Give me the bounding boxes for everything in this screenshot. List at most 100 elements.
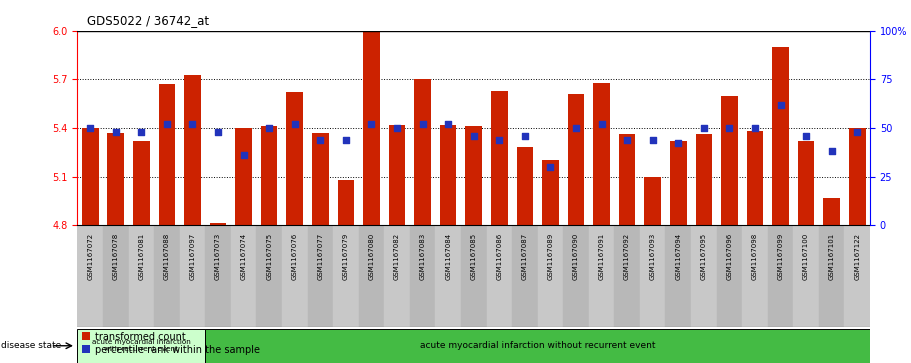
Bar — [491, 91, 507, 225]
Point — [799, 133, 814, 139]
Point — [568, 125, 583, 131]
Text: GSM1167072: GSM1167072 — [87, 233, 93, 280]
Bar — [466, 126, 482, 225]
Text: disease state: disease state — [1, 341, 61, 350]
Text: GSM1167084: GSM1167084 — [445, 233, 451, 280]
Bar — [179, 225, 205, 327]
Bar — [722, 95, 738, 225]
Bar — [128, 225, 154, 327]
Bar — [593, 83, 609, 225]
Bar — [742, 225, 768, 327]
Bar — [312, 133, 329, 225]
Bar — [77, 225, 103, 327]
Point — [645, 137, 660, 143]
Text: GSM1167088: GSM1167088 — [164, 233, 170, 281]
Point — [83, 125, 97, 131]
Bar — [619, 134, 636, 225]
Point — [339, 137, 353, 143]
Bar — [184, 74, 200, 225]
Legend: transformed count, percentile rank within the sample: transformed count, percentile rank withi… — [82, 331, 260, 355]
Bar — [261, 126, 278, 225]
Bar — [717, 225, 742, 327]
Bar — [614, 225, 640, 327]
Point — [441, 121, 456, 127]
Text: GSM1167092: GSM1167092 — [624, 233, 630, 280]
Bar — [415, 79, 431, 225]
Bar — [486, 225, 512, 327]
Text: GSM1167076: GSM1167076 — [292, 233, 298, 281]
Point — [697, 125, 711, 131]
Text: GSM1167094: GSM1167094 — [675, 233, 681, 280]
Bar — [82, 128, 98, 225]
Point — [108, 129, 123, 135]
Bar — [849, 128, 865, 225]
Bar — [256, 225, 282, 327]
Bar — [824, 197, 840, 225]
Bar — [568, 94, 584, 225]
Bar — [644, 176, 661, 225]
Text: GSM1167098: GSM1167098 — [752, 233, 758, 281]
Bar — [512, 225, 537, 327]
Text: GSM1167082: GSM1167082 — [394, 233, 400, 280]
Text: acute myocardial infarction without recurrent event: acute myocardial infarction without recu… — [420, 341, 655, 350]
Bar — [154, 225, 179, 327]
Bar — [844, 225, 870, 327]
Point — [748, 125, 763, 131]
Point — [619, 137, 634, 143]
Bar — [286, 92, 303, 225]
Point — [773, 102, 788, 107]
Text: GSM1167085: GSM1167085 — [471, 233, 476, 280]
Text: GSM1167083: GSM1167083 — [420, 233, 425, 281]
Text: GSM1167075: GSM1167075 — [266, 233, 272, 280]
Bar — [640, 225, 665, 327]
Bar — [77, 329, 205, 363]
Bar — [537, 225, 563, 327]
Bar — [363, 32, 380, 225]
Bar — [563, 225, 589, 327]
Point — [517, 133, 532, 139]
Bar — [773, 47, 789, 225]
Point — [466, 133, 481, 139]
Point — [134, 129, 148, 135]
Bar — [819, 225, 844, 327]
Text: GSM1167099: GSM1167099 — [777, 233, 783, 281]
Bar — [461, 225, 486, 327]
Point — [543, 164, 558, 170]
Text: GSM1167093: GSM1167093 — [650, 233, 656, 281]
Bar — [159, 84, 175, 225]
Point — [313, 137, 328, 143]
Point — [261, 125, 276, 131]
Point — [850, 129, 865, 135]
Bar — [542, 160, 558, 225]
Text: GSM1167090: GSM1167090 — [573, 233, 579, 281]
Point — [159, 121, 174, 127]
Text: GSM1167086: GSM1167086 — [496, 233, 502, 281]
Bar — [205, 225, 230, 327]
Point — [210, 129, 225, 135]
Bar — [235, 128, 252, 225]
Bar — [308, 225, 333, 327]
Point — [236, 152, 251, 158]
Text: GSM1167089: GSM1167089 — [548, 233, 553, 281]
Text: GSM1167081: GSM1167081 — [138, 233, 144, 281]
Point — [185, 121, 200, 127]
Text: GSM1167097: GSM1167097 — [189, 233, 196, 281]
Point — [288, 121, 302, 127]
Text: GSM1167078: GSM1167078 — [113, 233, 118, 281]
Text: GSM1167095: GSM1167095 — [701, 233, 707, 280]
Point — [594, 121, 609, 127]
Bar — [133, 141, 149, 225]
Bar — [410, 225, 435, 327]
Text: GSM1167122: GSM1167122 — [855, 233, 860, 280]
Text: GDS5022 / 36742_at: GDS5022 / 36742_at — [87, 14, 209, 27]
Bar — [670, 141, 687, 225]
Bar — [691, 225, 717, 327]
Point — [364, 121, 379, 127]
Bar — [798, 141, 814, 225]
Bar — [205, 329, 870, 363]
Bar — [384, 225, 410, 327]
Bar — [389, 125, 405, 225]
Point — [415, 121, 430, 127]
Bar — [435, 225, 461, 327]
Text: GSM1167100: GSM1167100 — [804, 233, 809, 281]
